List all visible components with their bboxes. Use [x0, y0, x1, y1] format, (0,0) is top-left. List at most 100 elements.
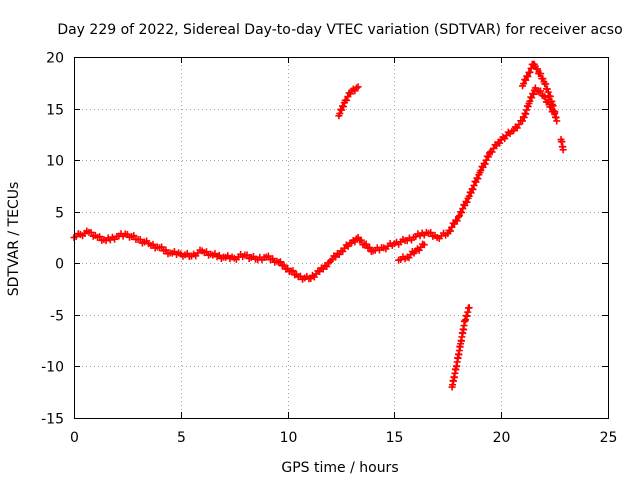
data-point-fill [328, 256, 336, 264]
data-point-fill [526, 68, 534, 76]
data-point-fill [343, 96, 351, 104]
data-point-fill [339, 103, 347, 111]
y-axis-label: SDTVAR / TECUs [6, 182, 22, 297]
x-tick-label: 10 [280, 430, 298, 446]
data-point-fill [537, 70, 545, 78]
data-point-fill [185, 253, 193, 261]
data-point-fill [524, 73, 532, 81]
data-point-fill [488, 148, 496, 156]
plot-frame [74, 57, 609, 419]
data-point-fill [323, 263, 331, 271]
data-point-fill [530, 90, 538, 98]
y-tick-label: 0 [55, 257, 64, 273]
y-tick-label: -10 [41, 360, 64, 376]
data-point-fill [130, 232, 138, 240]
data-point-fill [260, 254, 268, 262]
data-point-fill [548, 97, 556, 105]
data-point-fill [541, 93, 549, 101]
data-point-fill [249, 252, 257, 260]
x-axis-ticks: 0 5 10 15 20 25 [70, 57, 617, 446]
data-point-fill [96, 233, 104, 241]
data-point-fill [196, 246, 204, 254]
data-point-fill [410, 249, 418, 257]
data-point-fill [83, 227, 91, 235]
data-point-fill [458, 209, 466, 217]
chart-title: Day 229 of 2022, Sidereal Day-to-day VTE… [57, 22, 622, 38]
data-point-fill [175, 249, 183, 257]
data-point-fill [559, 143, 567, 151]
x-tick-label: 0 [70, 430, 79, 446]
data-point-fill [352, 235, 360, 243]
data-point-fill [217, 255, 225, 263]
data-point-fill [362, 240, 370, 248]
data-point-fill [136, 235, 144, 243]
data-point-fill [453, 217, 461, 225]
data-point-fill [522, 76, 530, 84]
data-point-fill [442, 231, 450, 239]
data-point-fill [484, 153, 492, 161]
data-point-fill [537, 87, 545, 95]
data-point-fill [319, 265, 327, 273]
data-point-fill [202, 248, 210, 256]
data-point-fill [520, 80, 528, 88]
data-point-fill [419, 240, 427, 248]
data-point-fill [469, 185, 477, 193]
data-point-fill [332, 253, 340, 261]
y-tick-label: -15 [41, 412, 64, 428]
data-point-fill [89, 232, 97, 240]
data-point-fill [410, 233, 418, 241]
data-point-fill [464, 304, 472, 312]
data-point-fill [431, 232, 439, 240]
data-point-fill [552, 114, 560, 122]
x-tick-label: 15 [386, 430, 404, 446]
data-point-fill [325, 259, 333, 267]
data-point-fill [510, 126, 518, 134]
data-point-fill [243, 251, 251, 259]
data-point-fill [239, 253, 247, 261]
x-tick-label: 5 [177, 430, 186, 446]
data-point-fill [399, 235, 407, 243]
data-point-fill [474, 175, 482, 183]
data-point-fill [524, 103, 532, 111]
data-point-fill [517, 117, 525, 125]
data-point-fill [346, 90, 354, 98]
data-point-fill [456, 343, 464, 351]
data-point-fill [496, 139, 504, 147]
data-point-fill [388, 241, 396, 249]
data-point-fill [276, 258, 284, 266]
data-point-fill [481, 160, 489, 168]
data-point-fill [143, 237, 151, 245]
data-point-fill [534, 65, 542, 73]
y-tick-label: 10 [46, 154, 64, 170]
data-point-fill [427, 229, 435, 237]
y-tick-label: 20 [46, 51, 64, 67]
data-point-fill [506, 130, 514, 138]
y-tick-label: -5 [50, 309, 64, 325]
data-point-fill [314, 267, 322, 275]
data-point-fill [401, 255, 409, 263]
data-point-fill [463, 198, 471, 206]
data-point-fill [289, 267, 297, 275]
grid-lines [74, 57, 608, 418]
data-point-fill [335, 250, 343, 258]
data-point-fill [158, 243, 166, 251]
data-point-fill [352, 84, 360, 92]
data-point-fill [539, 75, 547, 83]
data-point-fill [475, 171, 483, 179]
x-tick-label: 25 [600, 430, 618, 446]
y-tick-label: 5 [55, 206, 64, 222]
data-point-fill [357, 236, 365, 244]
data-point-fill [494, 138, 502, 146]
data-point-fill [74, 230, 82, 238]
data-point-fill [87, 228, 95, 236]
data-point-fill [543, 85, 551, 93]
data-points [70, 60, 567, 391]
data-point-fill [522, 110, 530, 118]
data-point-fill [111, 235, 119, 243]
data-point-fill [420, 231, 428, 239]
data-point-fill [282, 265, 290, 273]
data-point-fill [452, 366, 460, 374]
data-point-fill [293, 270, 300, 278]
data-point-fill [345, 89, 353, 97]
data-point-fill [269, 255, 277, 263]
